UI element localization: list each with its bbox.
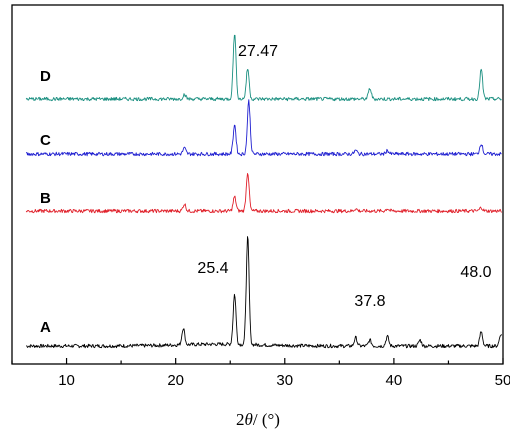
x-axis-title-part2: / (°)	[253, 410, 280, 429]
peak-annotation-27-47: 27.47	[238, 43, 278, 60]
series-line-C	[26, 99, 502, 157]
peak-annotation-25-4: 25.4	[197, 260, 228, 277]
x-tick-label-10: 10	[58, 372, 75, 389]
peak-annotation-37-8: 37.8	[354, 293, 385, 310]
series-line-D	[25, 34, 502, 102]
x-tick-label-50: 50	[495, 372, 510, 389]
x-tick-label-30: 30	[276, 372, 293, 389]
series-labels: A B C D	[40, 68, 51, 336]
series-label-D: D	[40, 68, 51, 85]
x-ticks: 10 20 30 40 50	[11, 358, 510, 389]
series-line-B	[25, 173, 502, 214]
series-label-B: B	[40, 190, 51, 207]
x-axis-title-part1: 2	[236, 410, 245, 429]
x-tick-label-20: 20	[167, 372, 184, 389]
plot-frame	[11, 4, 504, 365]
x-axis-title-theta: θ	[245, 410, 253, 429]
x-tick-label-40: 40	[386, 372, 403, 389]
series-label-C: C	[40, 132, 51, 149]
series-group	[25, 34, 502, 349]
peak-annotation-48-0: 48.0	[460, 264, 491, 281]
series-line-A	[26, 236, 502, 349]
peak-annotations: 27.47 25.4 37.8 48.0	[197, 43, 491, 310]
series-label-A: A	[40, 319, 51, 336]
x-axis-title: 2θ/ (°)	[236, 410, 280, 429]
